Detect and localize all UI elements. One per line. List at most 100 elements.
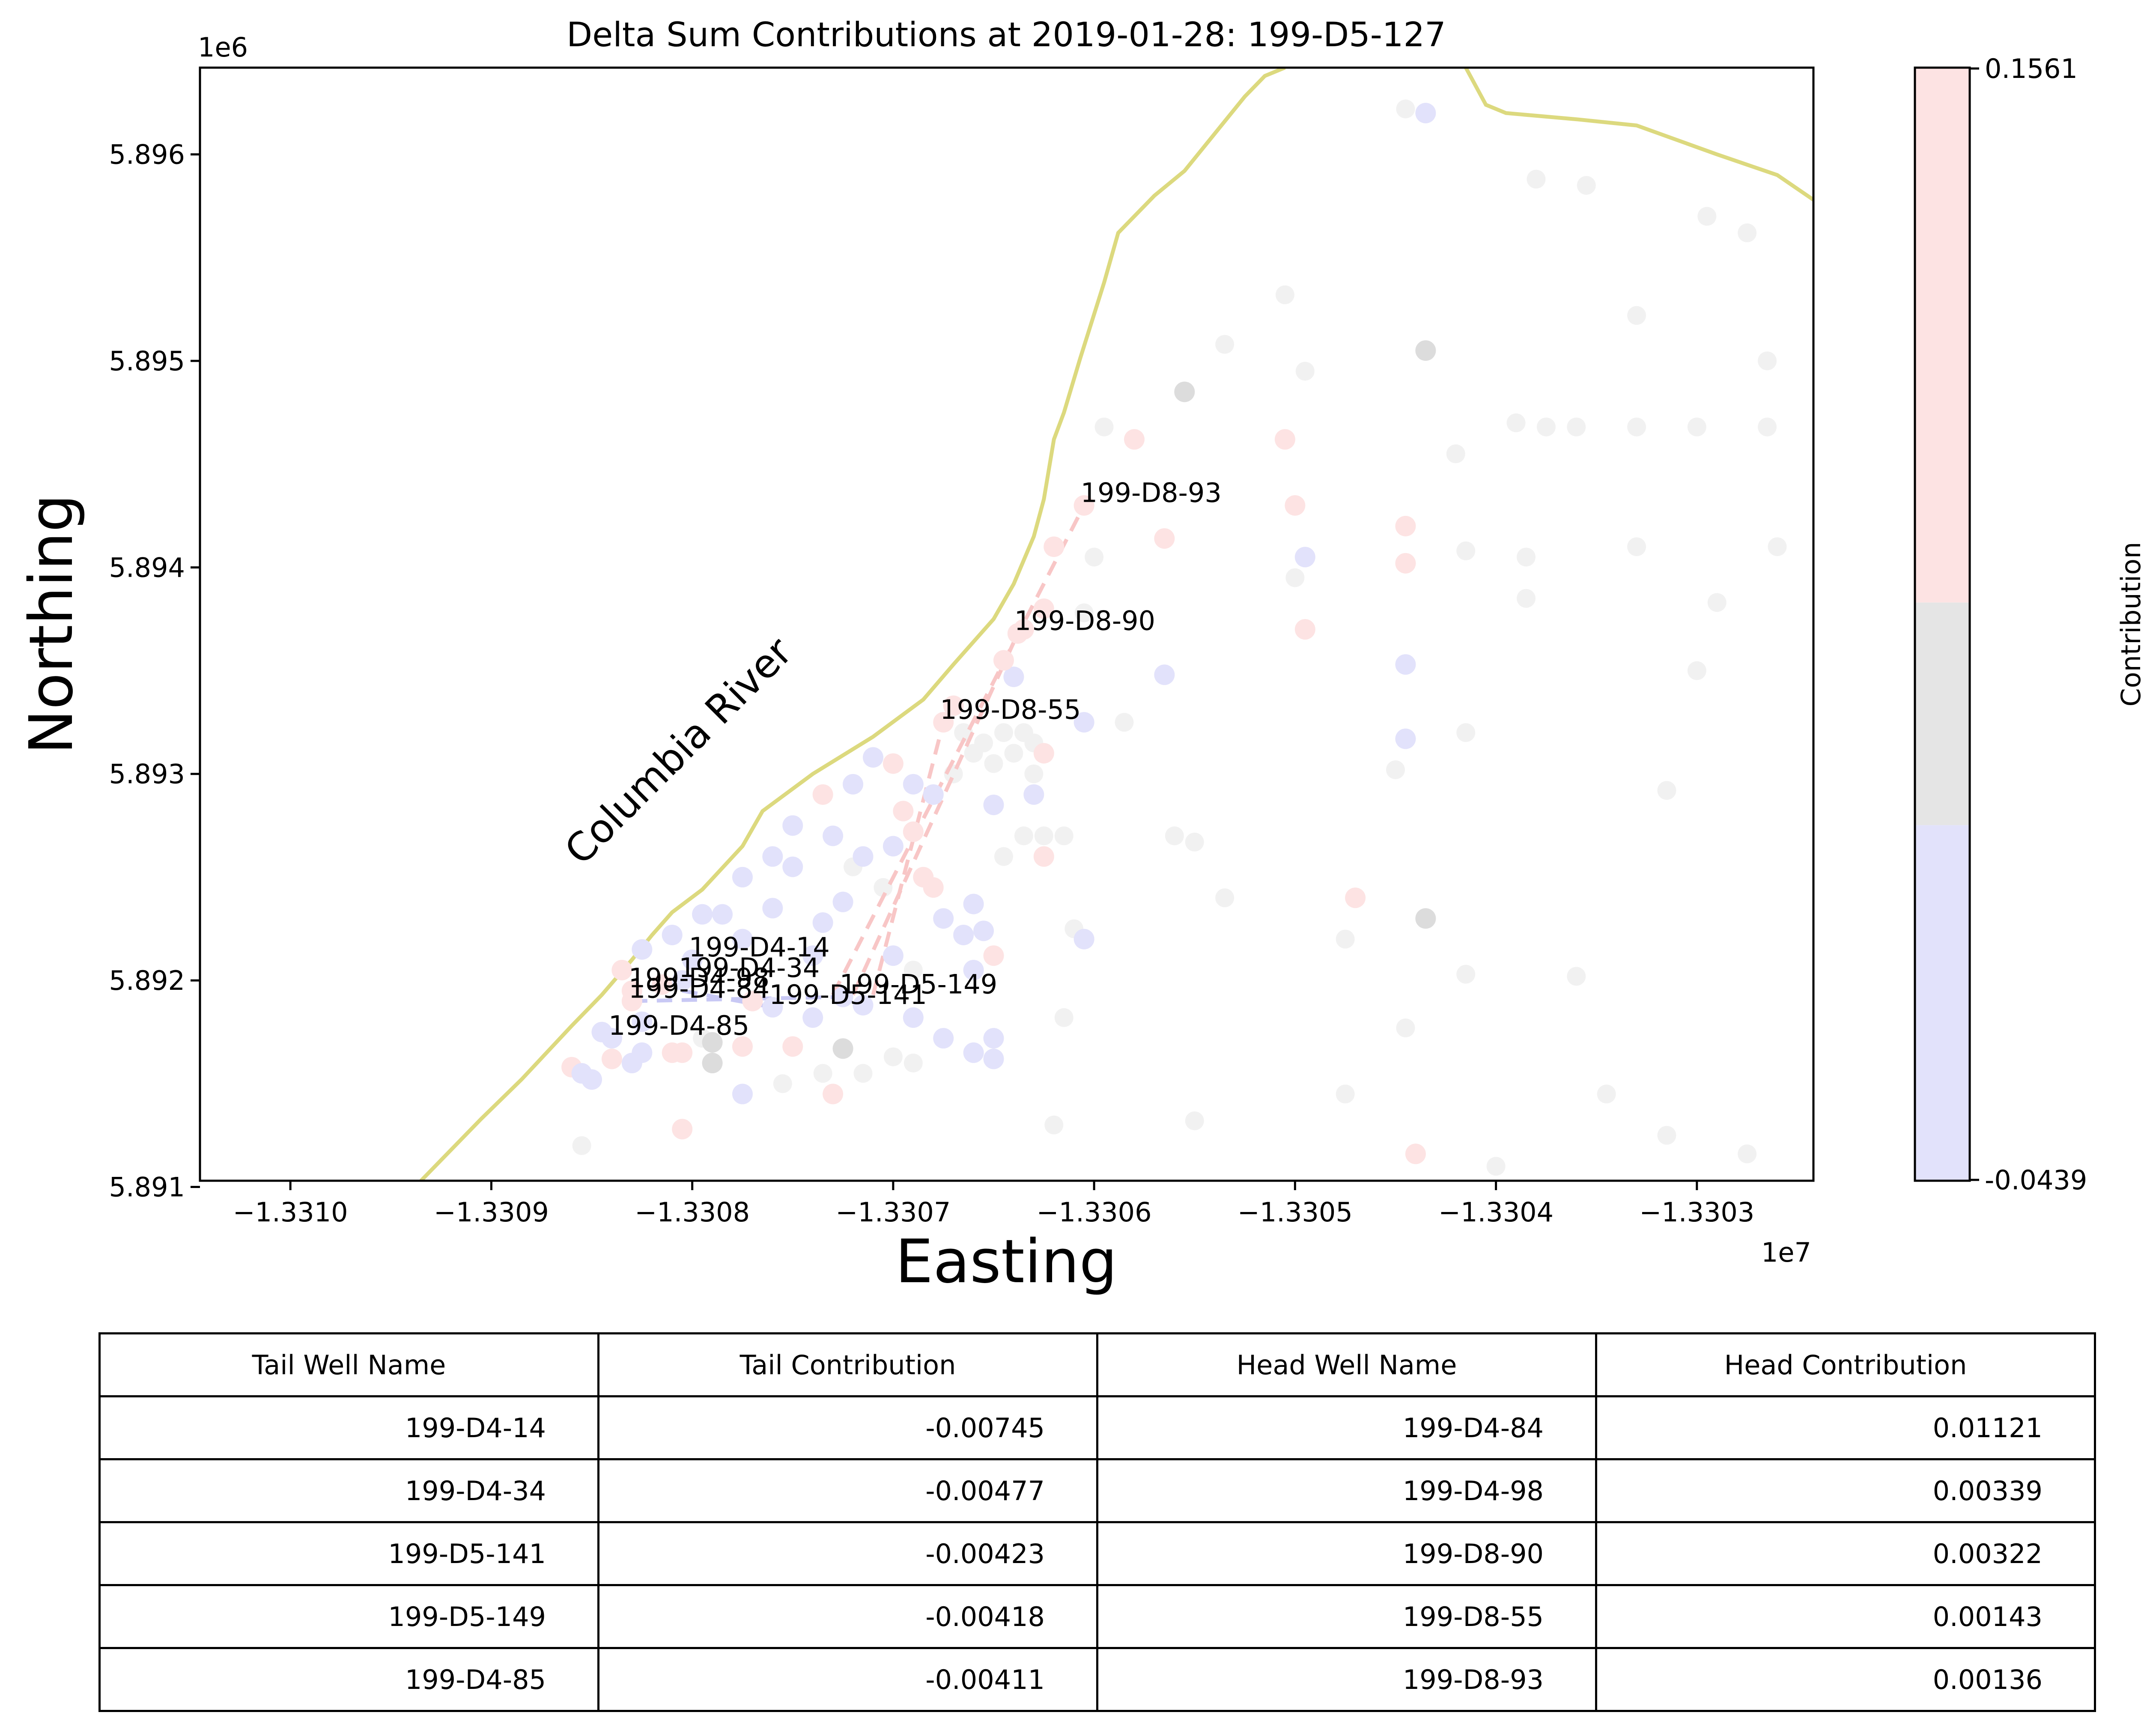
tail-well-name-cell: 199-D4-14: [98, 1395, 599, 1460]
faint-well-marker: [1396, 99, 1415, 119]
tail-well-name-cell: 199-D5-149: [98, 1584, 599, 1649]
faint-well-marker: [813, 1064, 832, 1083]
faint-well-marker: [1738, 1144, 1757, 1164]
well-marker: [973, 920, 994, 941]
well-marker: [832, 891, 853, 912]
colorbar-neutral-band: [1915, 602, 1970, 825]
well-marker: [611, 959, 632, 980]
tail-contribution-cell: -0.00411: [597, 1647, 1098, 1712]
faint-well-marker: [853, 1064, 873, 1083]
head-well-name-cell: 199-D8-90: [1096, 1521, 1597, 1586]
faint-well-marker: [1215, 888, 1235, 908]
well-marker: [963, 1042, 984, 1063]
well-marker: [1124, 429, 1145, 450]
faint-well-marker: [1758, 417, 1777, 437]
faint-well-marker: [1014, 723, 1033, 742]
header-tail-well-name: Tail Well Name: [98, 1332, 599, 1397]
faint-well-marker: [904, 960, 923, 980]
well-marker: [571, 1063, 592, 1084]
faint-well-marker: [1044, 1115, 1064, 1135]
x-tick-label: −1.3310: [233, 1197, 348, 1228]
plot-area: [419, 68, 1813, 1181]
head-contribution-cell: 0.00136: [1595, 1647, 2096, 1712]
faint-well-marker: [1185, 1111, 1204, 1131]
tail-well-name-cell: 199-D4-85: [98, 1647, 599, 1712]
well-marker: [692, 904, 713, 925]
y-tick-label: 5.893: [109, 759, 185, 790]
well-marker: [1073, 929, 1094, 950]
well-marker: [732, 1036, 753, 1057]
faint-well-marker: [1687, 417, 1706, 437]
well-marker: [843, 774, 864, 795]
well-marker: [732, 867, 753, 887]
faint-well-marker: [1707, 593, 1727, 612]
faint-well-marker: [1687, 661, 1706, 680]
well-marker: [1174, 381, 1195, 402]
well-marker: [1294, 547, 1315, 568]
plot-frame: [199, 66, 1815, 1182]
x-tick-label: −1.3307: [835, 1197, 951, 1228]
y-axis-ticks: 5.891 5.892 5.893 5.894 5.895 5.896: [109, 139, 200, 1203]
well-marker: [993, 650, 1014, 671]
well-marker: [1395, 728, 1416, 749]
well-marker: [652, 974, 673, 995]
well-marker: [983, 795, 1004, 816]
head-contribution-cell: 0.00143: [1595, 1584, 2096, 1649]
colorbar-positive-band: [1915, 68, 1970, 603]
faint-well-marker: [994, 723, 1013, 742]
well-label: 199-D5-149: [840, 969, 998, 1000]
faint-well-marker: [1094, 417, 1114, 437]
well-marker: [732, 1084, 753, 1105]
well-label: 199-D8-90: [1014, 605, 1155, 637]
faint-well-marker: [1597, 1084, 1616, 1104]
named-well-marker: [682, 949, 703, 970]
well-marker: [883, 753, 904, 774]
well-marker: [1154, 664, 1175, 685]
faint-well-marker: [1657, 1126, 1676, 1145]
header-head-well-name: Head Well Name: [1096, 1332, 1597, 1397]
well-marker: [943, 695, 964, 716]
well-label: 199-D5-141: [769, 979, 927, 1010]
faint-well-marker: [1004, 744, 1023, 763]
y-offset-text: 1e6: [198, 32, 248, 63]
x-axis-label: Easting: [895, 1227, 1118, 1297]
faint-well-marker: [1516, 589, 1536, 608]
well-marker: [1285, 495, 1306, 516]
x-tick-label: −1.3306: [1037, 1197, 1152, 1228]
tail-well-name-cell: 199-D4-34: [98, 1458, 599, 1523]
named-well-marker: [762, 997, 783, 1018]
positive-contribution-arrow: [851, 632, 1020, 996]
faint-well-marker: [904, 1054, 923, 1073]
well-marker: [632, 1042, 653, 1063]
well-marker: [933, 908, 954, 929]
faint-well-marker: [1536, 417, 1556, 437]
colorbar-max-label: 0.1561: [1985, 53, 2078, 84]
named-well-marker: [672, 970, 693, 991]
well-label: 199-D4-85: [608, 1010, 749, 1041]
well-labels-layer: 199-D8-93199-D8-90199-D8-55199-D4-14199-…: [608, 477, 1222, 1042]
colorbar-label: Contribution: [2115, 542, 2141, 707]
well-marker: [883, 945, 904, 966]
y-tick-label: 5.892: [109, 965, 185, 996]
header-head-contribution: Head Contribution: [1595, 1332, 2096, 1397]
faint-well-marker: [994, 847, 1013, 866]
faint-well-marker: [572, 1136, 591, 1155]
well-marker: [1023, 784, 1044, 805]
named-well-marker: [601, 1028, 622, 1049]
well-marker: [762, 846, 783, 867]
faint-well-marker: [1215, 335, 1235, 354]
well-marker: [812, 912, 833, 933]
well-marker: [1033, 743, 1054, 764]
faint-well-marker: [773, 1074, 792, 1093]
well-marker: [662, 924, 683, 945]
faint-well-marker: [1768, 537, 1787, 557]
faint-well-marker: [1386, 760, 1405, 780]
well-marker: [672, 1119, 693, 1140]
well-marker: [1073, 712, 1094, 733]
contribution-table: Tail Well Name Tail Contribution Head We…: [98, 1332, 2096, 1712]
named-well-marker: [1073, 495, 1094, 516]
faint-well-marker: [1456, 965, 1476, 984]
faint-well-marker: [1165, 826, 1184, 846]
well-marker: [862, 747, 883, 768]
faint-well-marker: [1486, 1157, 1506, 1176]
